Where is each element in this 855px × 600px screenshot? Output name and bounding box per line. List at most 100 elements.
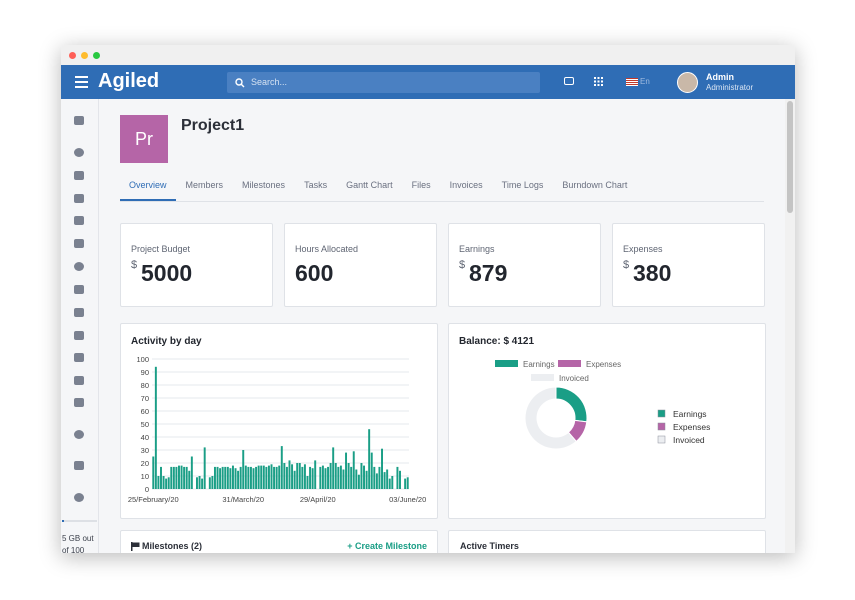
search-box[interactable]: Search... xyxy=(227,72,540,93)
minimize-dot[interactable] xyxy=(81,52,88,59)
x-tick-label: 25/February/20 xyxy=(128,495,179,504)
bar xyxy=(337,466,340,489)
tab[interactable]: Files xyxy=(411,180,431,190)
chat-icon[interactable] xyxy=(74,331,84,340)
bar xyxy=(309,466,312,489)
bar xyxy=(406,477,409,489)
bar xyxy=(311,468,314,489)
chart-title: Balance: $ 4121 xyxy=(459,336,534,347)
brand: Agiled xyxy=(98,70,160,92)
apps-icon[interactable] xyxy=(594,77,603,86)
bar xyxy=(267,465,270,489)
avatar[interactable] xyxy=(677,72,698,93)
stat-value: 5000 xyxy=(141,260,193,286)
legend-swatch xyxy=(495,360,518,367)
tab[interactable]: Members xyxy=(185,180,224,190)
language[interactable]: En xyxy=(640,77,650,86)
bar xyxy=(357,474,360,489)
bar xyxy=(178,465,180,489)
bar xyxy=(381,448,383,489)
stat-label: Expenses xyxy=(623,244,663,254)
pie-icon[interactable] xyxy=(74,430,84,439)
bar xyxy=(201,478,204,489)
bar xyxy=(237,470,240,489)
bar xyxy=(257,465,260,489)
menu-button[interactable] xyxy=(75,76,88,88)
bar xyxy=(229,468,232,489)
balance-chart: Balance: $ 4121 Earnings Expenses Invoiced E… xyxy=(459,336,710,450)
bar xyxy=(262,465,265,489)
title-bar xyxy=(61,45,795,65)
y-tick-label: 20 xyxy=(141,459,149,468)
note-icon[interactable] xyxy=(74,376,84,385)
search-placeholder: Search... xyxy=(251,77,288,87)
y-tick-label: 40 xyxy=(141,433,149,442)
bar xyxy=(154,366,157,489)
users-icon[interactable] xyxy=(74,308,84,317)
legend-swatch xyxy=(657,422,666,431)
bar xyxy=(386,469,389,489)
wrench-icon[interactable] xyxy=(74,285,84,294)
tab[interactable]: Overview xyxy=(120,173,176,201)
scrollbar[interactable] xyxy=(785,99,795,553)
bar xyxy=(383,472,386,489)
bar xyxy=(303,464,306,489)
bar xyxy=(160,466,162,489)
bar xyxy=(226,466,229,489)
bar xyxy=(183,466,186,489)
user-icon[interactable] xyxy=(74,148,84,157)
bar xyxy=(321,465,324,489)
bar xyxy=(365,470,368,489)
bar xyxy=(219,468,222,489)
bar xyxy=(172,466,175,489)
book-icon[interactable] xyxy=(74,461,84,470)
tab[interactable]: Gantt Chart xyxy=(346,180,393,190)
bar xyxy=(157,476,160,489)
bar xyxy=(265,466,268,489)
bar xyxy=(334,463,337,489)
settings-icon[interactable] xyxy=(74,493,84,502)
tab[interactable]: Tasks xyxy=(304,180,328,190)
legend-label: Earnings xyxy=(523,360,555,369)
bar xyxy=(185,466,188,489)
browser-window: Agiled Search... En Admin Administrator … xyxy=(61,45,795,553)
close-dot[interactable] xyxy=(69,52,76,59)
home-icon[interactable] xyxy=(74,116,84,125)
activity-chart: Activity by day 0 10 20 30 40 50 60 70 80 90 100 25/… xyxy=(128,336,426,504)
bar xyxy=(234,468,237,489)
bar xyxy=(198,476,201,489)
bar xyxy=(373,466,376,489)
scroll-thumb[interactable] xyxy=(787,101,793,213)
flag-icon[interactable] xyxy=(626,78,638,86)
legend-swatch xyxy=(558,360,581,367)
tab[interactable]: Burndown Chart xyxy=(562,180,628,190)
file-icon[interactable] xyxy=(74,216,84,225)
tab[interactable]: Invoices xyxy=(449,180,483,190)
stat-label: Hours Allocated xyxy=(295,244,359,254)
bar xyxy=(306,476,309,489)
bar xyxy=(231,465,234,489)
bar xyxy=(278,465,281,489)
cart-icon[interactable] xyxy=(74,398,84,407)
list-icon[interactable] xyxy=(74,194,84,203)
create-milestone[interactable]: + Create Milestone xyxy=(347,541,427,551)
tab[interactable]: Time Logs xyxy=(501,180,544,190)
y-tick-label: 90 xyxy=(141,368,149,377)
x-tick-label: 31/March/20 xyxy=(222,495,264,504)
calendar-icon[interactable] xyxy=(74,353,84,362)
storage-track xyxy=(62,520,97,522)
bar xyxy=(342,469,345,489)
bar xyxy=(288,460,291,489)
zoom-dot[interactable] xyxy=(93,52,100,59)
timers-title: Active Timers xyxy=(460,541,519,551)
doc-icon[interactable] xyxy=(74,239,84,248)
bar xyxy=(270,464,273,489)
clock-icon[interactable] xyxy=(74,262,84,271)
x-tick-label: 29/April/20 xyxy=(300,495,336,504)
inbox-icon[interactable] xyxy=(564,77,574,85)
legend-swatch xyxy=(657,435,666,444)
tab[interactable]: Milestones xyxy=(242,180,286,190)
x-tick-label: 03/June/20 xyxy=(389,495,426,504)
flow-icon[interactable] xyxy=(74,171,84,180)
